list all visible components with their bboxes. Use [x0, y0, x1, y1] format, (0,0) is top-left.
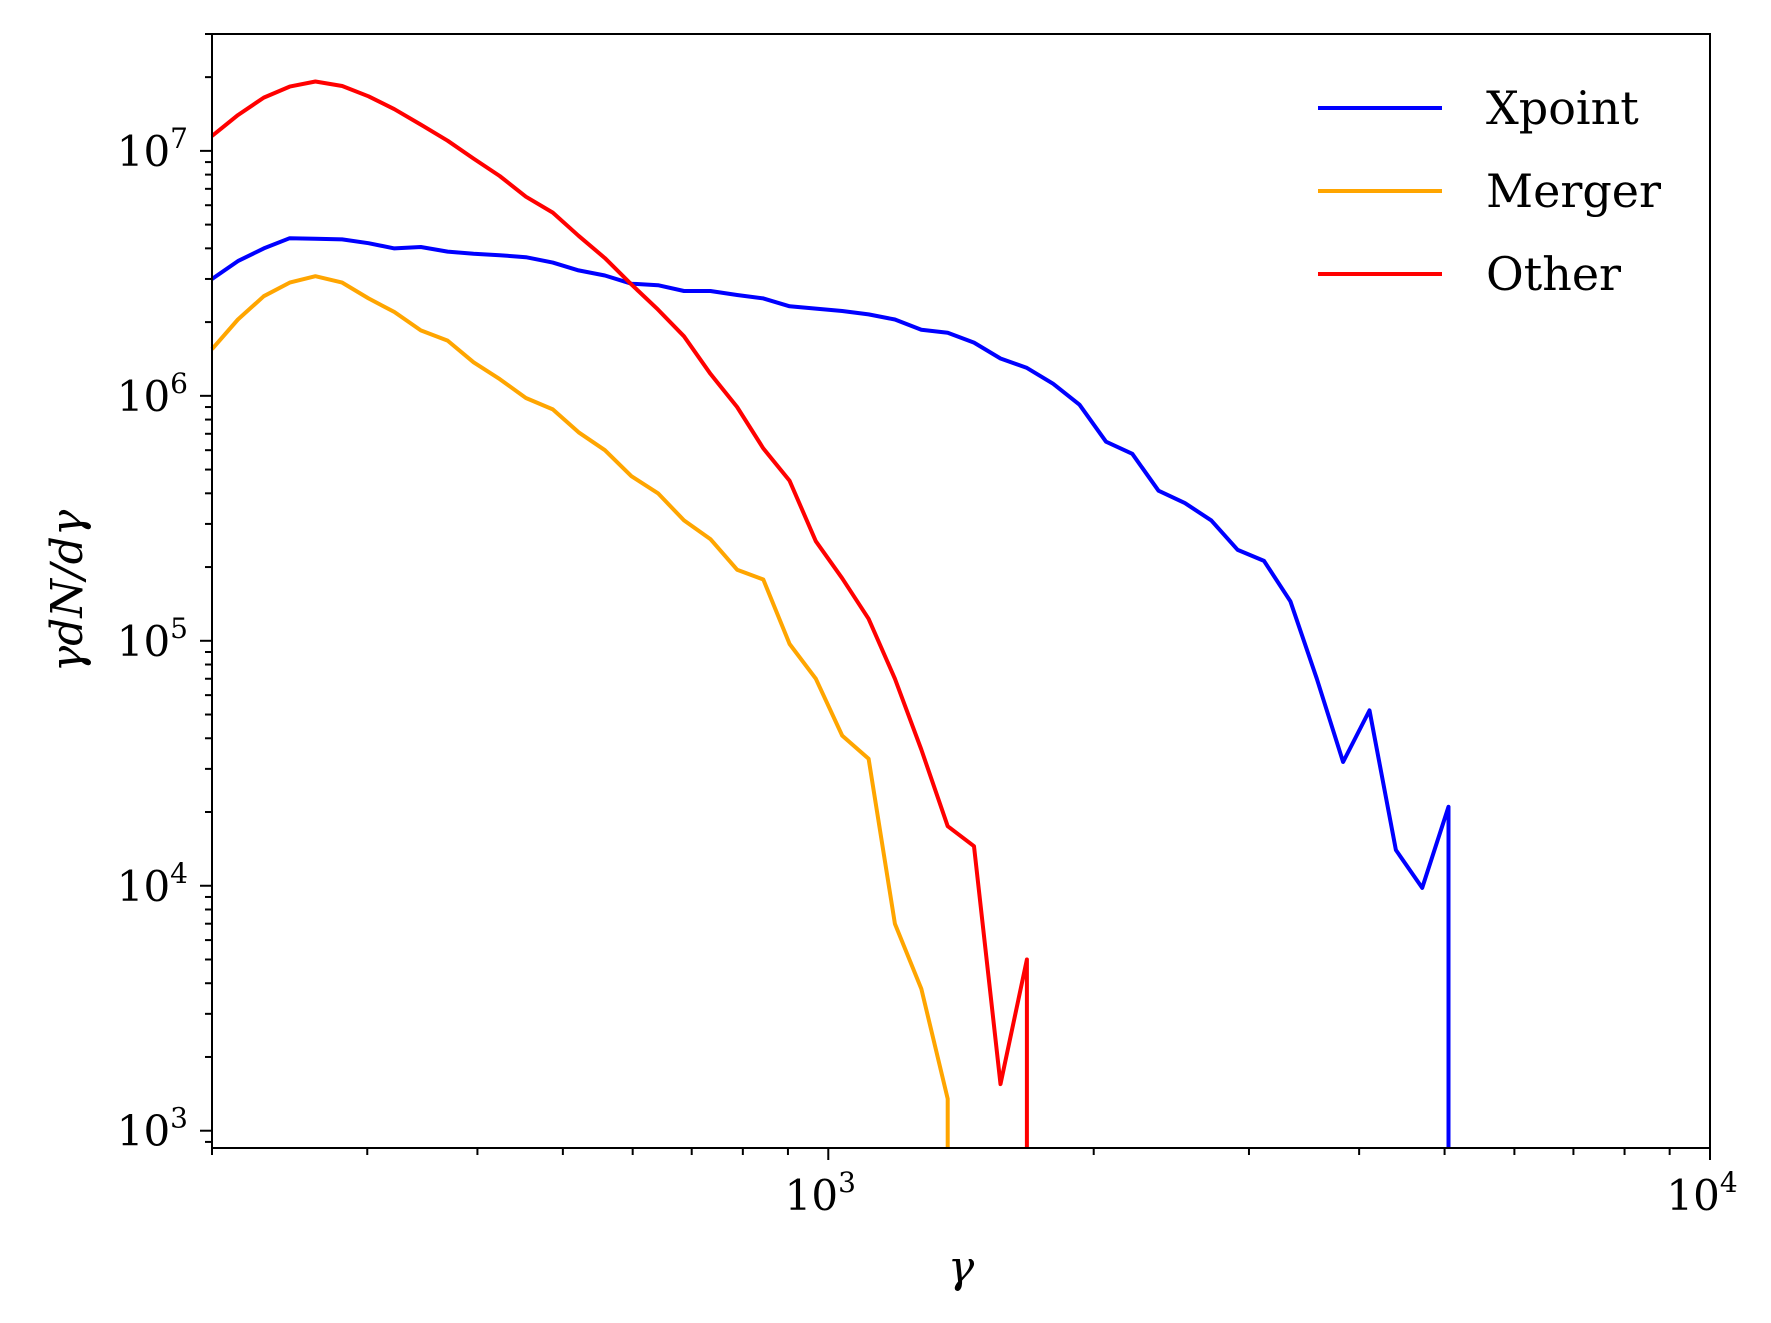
y-tick-label: 107 [117, 122, 188, 176]
plot-frame [211, 33, 1711, 1149]
series-line-merger [210, 274, 950, 1148]
legend-label-other: Other [1486, 247, 1621, 301]
legend-label-xpoint: Xpoint [1486, 81, 1639, 135]
series-layer [210, 79, 1451, 1148]
legend-label-merger: Merger [1486, 164, 1661, 218]
y-tick-label: 104 [117, 857, 188, 911]
x-tick-label: 104 [1666, 1166, 1737, 1220]
y-axis-label: γdN/dγ [42, 509, 93, 672]
y-tick-label: 103 [117, 1102, 188, 1156]
series-line-other [210, 79, 1029, 1148]
x-tick-label: 103 [785, 1166, 856, 1220]
legend: Xpoint Merger Other [1318, 81, 1661, 301]
x-axis-label: γ [948, 1242, 975, 1293]
y-tick-label: 106 [117, 367, 188, 421]
series-line-xpoint [210, 236, 1451, 1148]
ticks-layer: 103 104 103 104 105 106 107 [117, 33, 1738, 1220]
y-tick-label: 105 [117, 612, 188, 666]
